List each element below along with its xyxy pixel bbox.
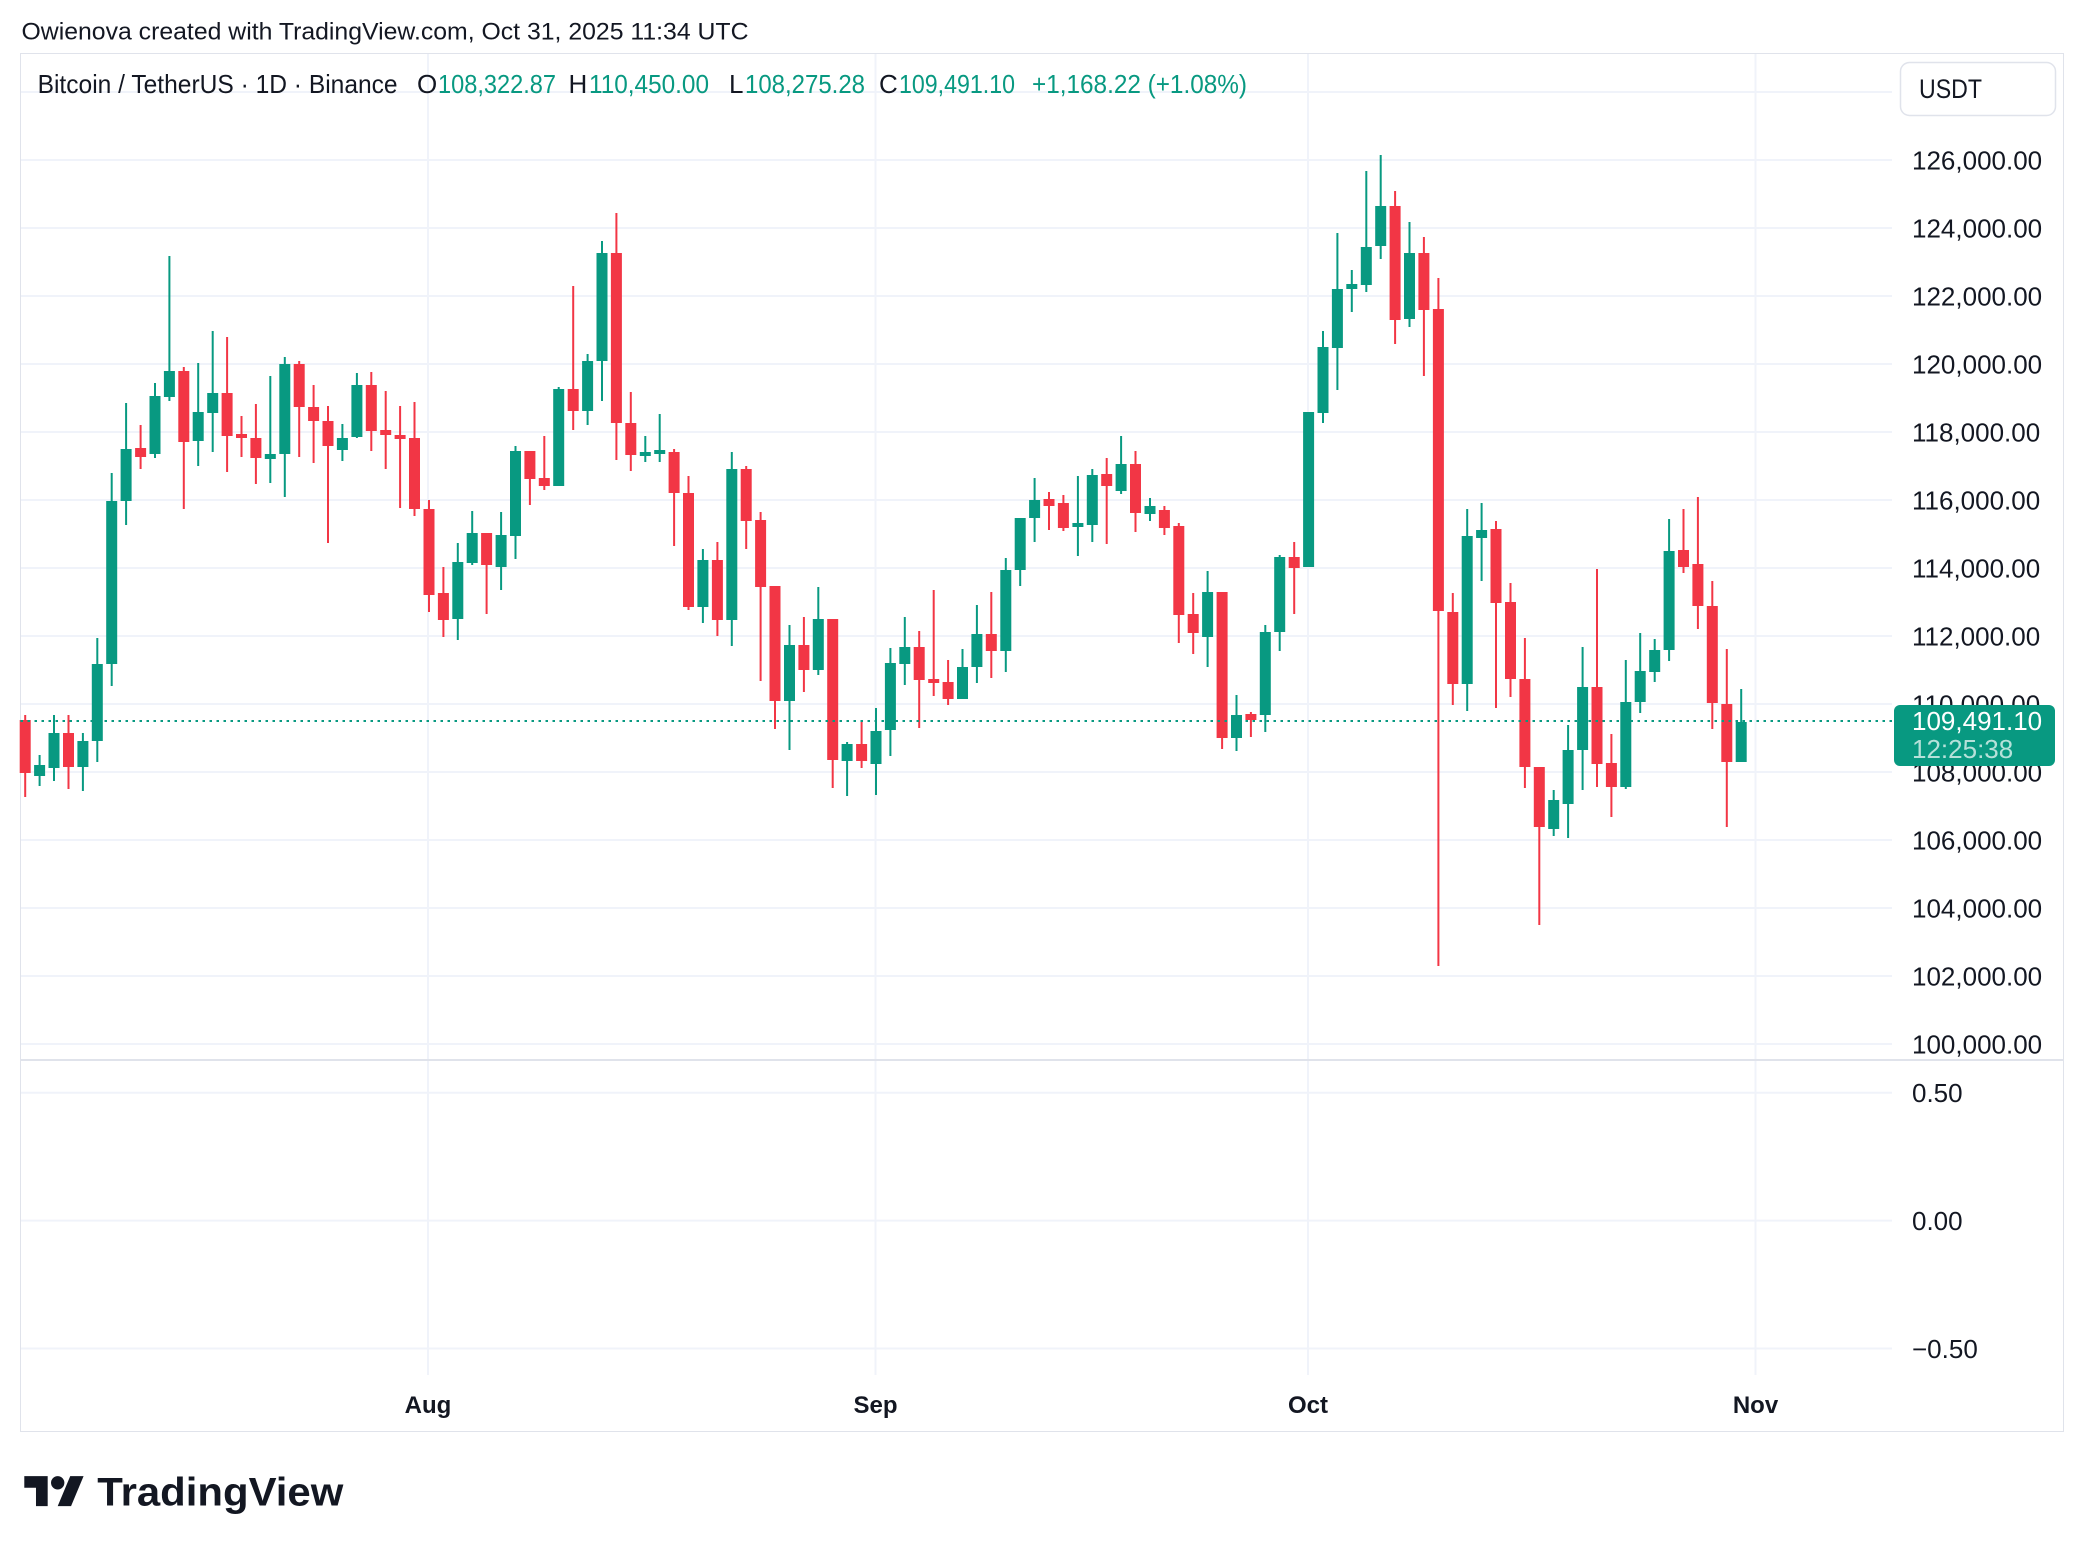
svg-text:L: L <box>729 69 743 99</box>
svg-text:108,322.87: 108,322.87 <box>438 69 556 99</box>
svg-text:Owienova created with TradingV: Owienova created with TradingView.com, O… <box>22 19 749 46</box>
svg-text:109,491.10: 109,491.10 <box>899 69 1015 99</box>
svg-text:110,450.00: 110,450.00 <box>589 69 709 99</box>
svg-text:Nov: Nov <box>1733 1392 1779 1419</box>
svg-text:H: H <box>569 69 588 99</box>
svg-text:109,491.10: 109,491.10 <box>1912 706 2042 736</box>
svg-text:O: O <box>417 69 437 99</box>
svg-text:116,000.00: 116,000.00 <box>1912 485 2040 515</box>
svg-text:−0.50: −0.50 <box>1912 1334 1978 1364</box>
svg-text:118,000.00: 118,000.00 <box>1912 417 2040 447</box>
svg-text:124,000.00: 124,000.00 <box>1912 213 2042 243</box>
svg-text:Aug: Aug <box>405 1392 452 1419</box>
svg-text:Oct: Oct <box>1288 1392 1328 1419</box>
svg-text:0.00: 0.00 <box>1912 1206 1963 1236</box>
svg-text:0.50: 0.50 <box>1912 1078 1963 1108</box>
svg-text:126,000.00: 126,000.00 <box>1912 145 2042 175</box>
svg-text:102,000.00: 102,000.00 <box>1912 961 2042 991</box>
svg-text:114,000.00: 114,000.00 <box>1912 553 2040 583</box>
svg-text:C: C <box>879 69 898 99</box>
svg-text:12:25:38: 12:25:38 <box>1912 734 2013 764</box>
svg-text:100,000.00: 100,000.00 <box>1912 1029 2042 1059</box>
svg-text:USDT: USDT <box>1919 74 1982 104</box>
svg-text:120,000.00: 120,000.00 <box>1912 349 2042 379</box>
svg-text:108,275.28: 108,275.28 <box>745 69 865 99</box>
svg-text:Bitcoin / TetherUS · 1D · Bina: Bitcoin / TetherUS · 1D · Binance <box>38 69 398 99</box>
svg-text:+1,168.22 (+1.08%): +1,168.22 (+1.08%) <box>1032 69 1247 99</box>
svg-text:106,000.00: 106,000.00 <box>1912 825 2042 855</box>
svg-text:122,000.00: 122,000.00 <box>1912 281 2042 311</box>
svg-text:Sep: Sep <box>853 1392 897 1419</box>
svg-text:TradingView: TradingView <box>97 1471 344 1515</box>
svg-text:104,000.00: 104,000.00 <box>1912 893 2042 923</box>
svg-text:112,000.00: 112,000.00 <box>1912 621 2040 651</box>
